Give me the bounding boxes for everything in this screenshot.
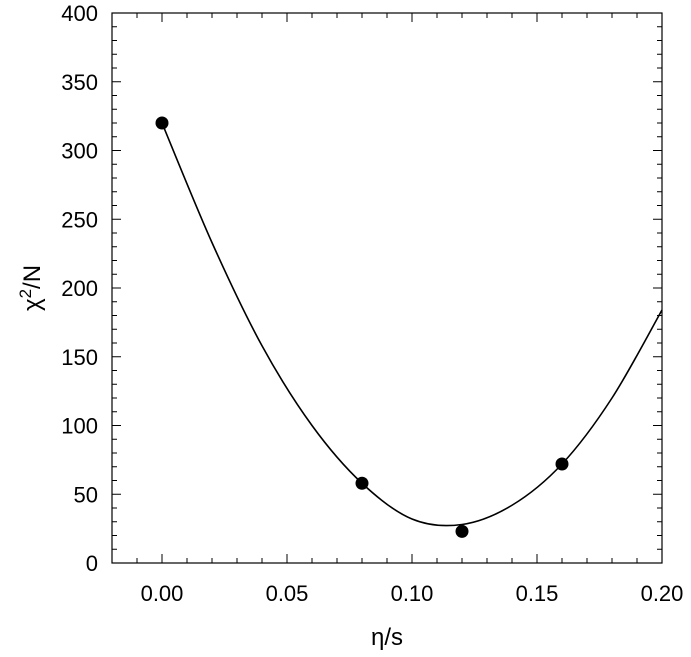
y-tick-label: 200 (61, 276, 98, 301)
y-axis-title-base: χ (19, 298, 46, 311)
x-axis-title: η/s (371, 624, 403, 651)
x-tick-label: 0.10 (391, 581, 434, 606)
y-tick-label: 250 (61, 207, 98, 232)
y-tick-label: 150 (61, 345, 98, 370)
y-tick-label: 350 (61, 70, 98, 95)
plot-frame (111, 12, 663, 564)
y-axis-title: χ2/N (16, 265, 46, 311)
y-axis-title-rest: /N (19, 265, 46, 289)
tick-labels: 0 50 100 150 200 250 300 350 400 0.00 0.05 0.10 0.15… (61, 1, 683, 606)
data-points (155, 116, 569, 538)
x-tick-label: 0.15 (516, 581, 559, 606)
y-tick-label: 0 (86, 551, 98, 576)
y-tick-label: 50 (74, 482, 98, 507)
data-point (355, 476, 369, 490)
data-point (555, 457, 569, 471)
y-tick-label: 100 (61, 414, 98, 439)
x-tick-label: 0.05 (266, 581, 309, 606)
y-tick-label: 400 (61, 1, 98, 26)
x-tick-label: 0.00 (141, 581, 184, 606)
fit-curve (161, 122, 663, 527)
data-point (455, 524, 469, 538)
y-tick-label: 300 (61, 139, 98, 164)
x-tick-label: 0.20 (641, 581, 684, 606)
ticks (111, 12, 663, 564)
y-axis-title-superscript: 2 (16, 289, 35, 298)
data-point (155, 116, 169, 130)
